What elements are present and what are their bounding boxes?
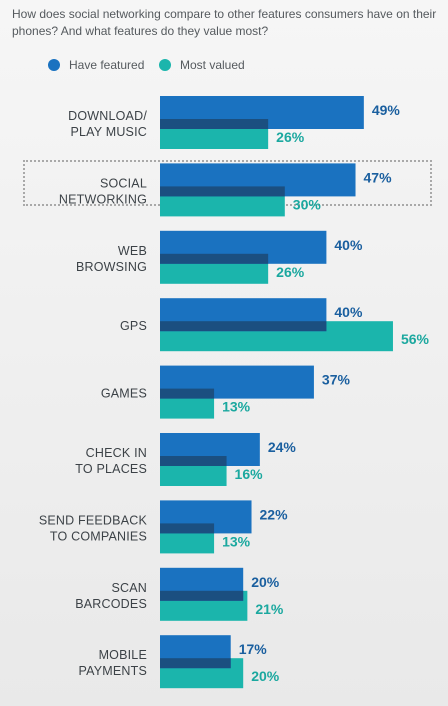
bar-overlap	[160, 388, 215, 399]
value-label-most-valued: 26%	[276, 264, 305, 280]
value-label-have-featured: 24%	[268, 439, 297, 455]
value-label-most-valued: 13%	[222, 399, 251, 415]
category-label: GAMES	[101, 387, 147, 401]
value-label-most-valued: 16%	[235, 466, 264, 482]
value-label-most-valued: 13%	[222, 533, 251, 549]
chart-question: How does social networking compare to ot…	[12, 7, 437, 38]
value-label-have-featured: 17%	[239, 641, 268, 657]
category-label: TO PLACES	[75, 462, 147, 476]
category-label: SEND FEEDBACK	[39, 513, 148, 527]
category-label: DOWNLOAD/	[68, 109, 147, 123]
bar-overlap	[160, 253, 269, 264]
legend-swatch-have-featured	[48, 59, 60, 71]
category-label: MOBILE	[99, 648, 147, 662]
value-label-most-valued: 20%	[251, 668, 280, 684]
value-label-have-featured: 49%	[372, 102, 401, 118]
value-label-most-valued: 21%	[255, 601, 284, 617]
bar-overlap	[160, 523, 215, 534]
value-label-have-featured: 20%	[251, 574, 280, 590]
bar-overlap	[160, 658, 231, 669]
value-label-most-valued: 56%	[401, 331, 430, 347]
legend-swatch-most-valued	[159, 59, 171, 71]
legend-label-have-featured: Have featured	[69, 58, 145, 72]
category-label: NETWORKING	[59, 192, 147, 206]
value-label-most-valued: 26%	[276, 129, 305, 145]
category-label: BARCODES	[75, 597, 147, 611]
value-label-have-featured: 22%	[260, 506, 289, 522]
category-label: BROWSING	[76, 260, 147, 274]
category-label: SCAN	[111, 581, 147, 595]
bar-overlap	[160, 321, 327, 332]
value-label-have-featured: 40%	[334, 237, 363, 253]
category-label: CHECK IN	[86, 446, 147, 460]
bar-overlap	[160, 590, 244, 601]
category-label: PAYMENTS	[78, 664, 147, 678]
category-label: GPS	[120, 319, 147, 333]
value-label-have-featured: 47%	[364, 169, 393, 185]
value-label-have-featured: 40%	[334, 304, 363, 320]
category-label: PLAY MUSIC	[70, 125, 147, 139]
bar-overlap	[160, 456, 227, 466]
legend-label-most-valued: Most valued	[180, 58, 245, 72]
value-label-most-valued: 30%	[293, 196, 322, 212]
category-label: TO COMPANIES	[50, 529, 147, 543]
category-label: SOCIAL	[100, 176, 147, 190]
bar-overlap	[160, 119, 269, 129]
bar-overlap	[160, 186, 285, 197]
value-label-have-featured: 37%	[322, 372, 351, 388]
category-label: WEB	[118, 244, 147, 258]
